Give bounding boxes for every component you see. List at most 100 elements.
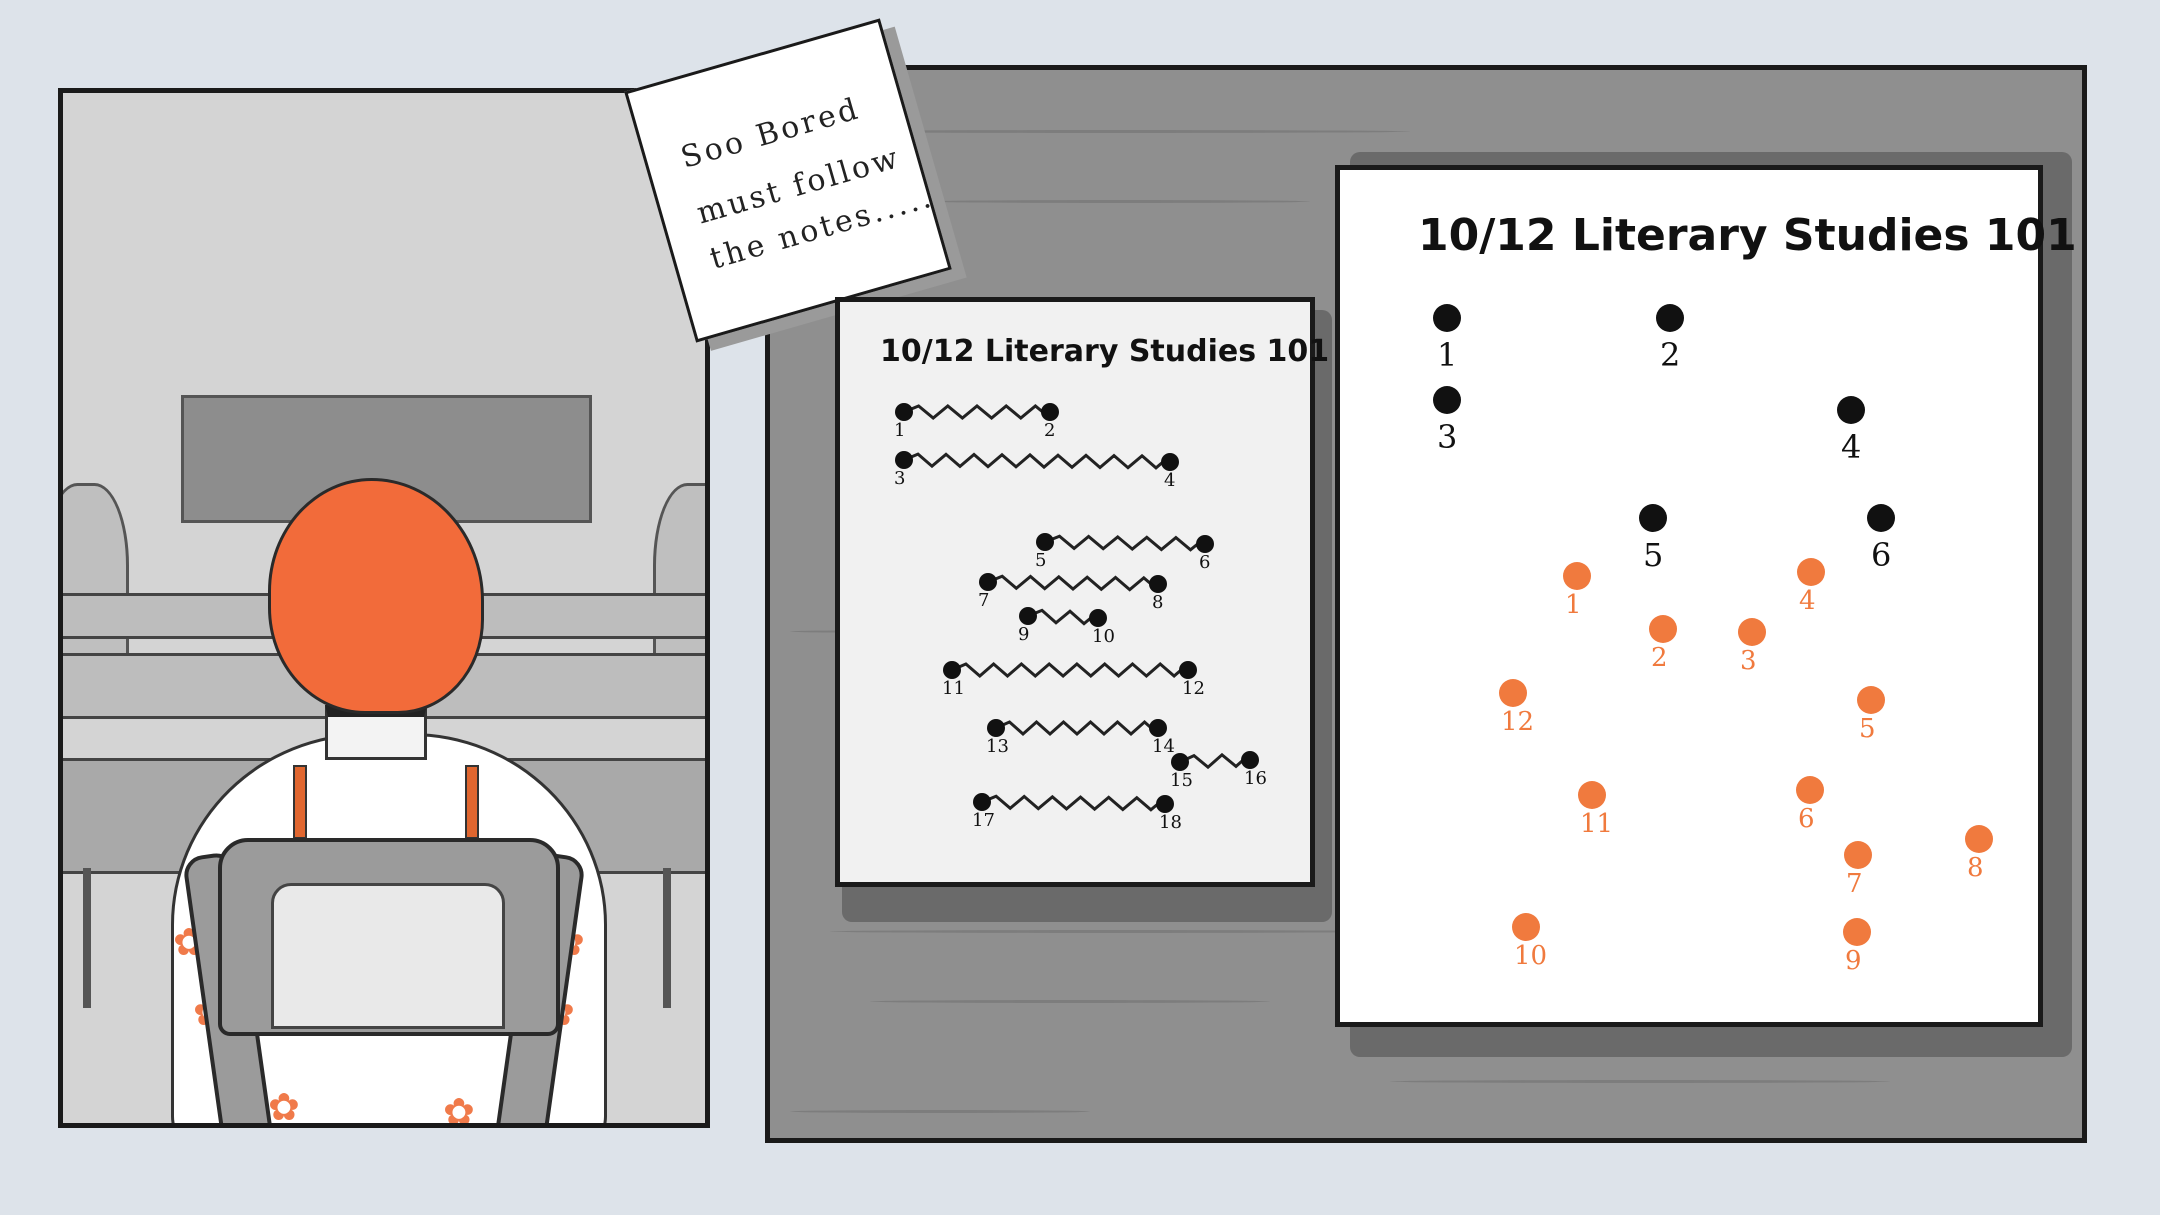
dot-number-label: 11 [942, 678, 965, 699]
dot-number-label: 8 [1967, 853, 1984, 883]
squiggle-connection [1027, 608, 1099, 626]
note-dot[interactable] [895, 403, 913, 421]
black-note-dot[interactable] [1433, 304, 1461, 332]
dot-number-label: 16 [1244, 768, 1267, 789]
orange-note-dot[interactable] [1857, 686, 1885, 714]
dot-number-label: 7 [978, 590, 990, 611]
note-dot[interactable] [987, 719, 1005, 737]
dot-number-label: 9 [1018, 624, 1030, 645]
dot-number-label: 12 [1182, 678, 1205, 699]
black-note-dot[interactable] [1867, 504, 1895, 532]
flower-icon: ✿ [268, 1085, 300, 1128]
dot-number-label: 6 [1798, 804, 1815, 834]
dot-number-label: 6 [1871, 536, 1892, 574]
dot-number-label: 5 [1859, 714, 1876, 744]
dot-number-label: 1 [1437, 336, 1458, 374]
dot-number-label: 2 [1044, 420, 1056, 441]
note-dot[interactable] [979, 573, 997, 591]
dot-number-label: 1 [1565, 590, 1582, 620]
orange-note-dot[interactable] [1512, 913, 1540, 941]
orange-note-dot[interactable] [1499, 679, 1527, 707]
dot-number-label: 15 [1170, 770, 1193, 791]
girl-neck-choker [325, 705, 427, 760]
note-dot[interactable] [943, 661, 961, 679]
squiggle-connection [995, 719, 1159, 737]
orange-note-dot[interactable] [1965, 825, 1993, 853]
wood-grain [810, 130, 1410, 133]
orange-note-dot[interactable] [1578, 781, 1606, 809]
big-notes-title: 10/12 Literary Studies 101 [1418, 210, 2077, 261]
note-dot[interactable] [1179, 661, 1197, 679]
girl-hair [268, 478, 484, 714]
dot-number-label: 5 [1643, 536, 1664, 574]
dot-number-label: 5 [1035, 550, 1047, 571]
classroom-panel: ✿ ✿ ✿ ✿ ✿ ✿ ✿ ✿ ✿ ✿ [58, 88, 710, 1128]
shirt-strap [465, 765, 479, 839]
squiggle-connection [987, 574, 1159, 592]
dot-number-label: 3 [1437, 418, 1458, 456]
squiggle-connection [1044, 534, 1206, 552]
orange-note-dot[interactable] [1843, 918, 1871, 946]
wood-grain [790, 1110, 1090, 1113]
note-dot[interactable] [1019, 607, 1037, 625]
dot-number-label: 3 [1740, 646, 1757, 676]
desk-leg [663, 868, 671, 1008]
note-dot[interactable] [1036, 533, 1054, 551]
black-note-dot[interactable] [1433, 386, 1461, 414]
dot-number-label: 2 [1660, 336, 1681, 374]
orange-note-dot[interactable] [1797, 558, 1825, 586]
orange-note-dot[interactable] [1796, 776, 1824, 804]
dot-number-label: 10 [1092, 626, 1115, 647]
dot-number-label: 14 [1152, 736, 1175, 757]
desk-leg [83, 868, 91, 1008]
dot-number-label: 3 [894, 468, 906, 489]
squiggle-connection [1179, 752, 1251, 770]
orange-note-dot[interactable] [1844, 841, 1872, 869]
black-note-dot[interactable] [1639, 504, 1667, 532]
note-dot[interactable] [1149, 575, 1167, 593]
note-dot[interactable] [1089, 609, 1107, 627]
squiggle-connection [903, 452, 1171, 470]
note-dot[interactable] [1241, 751, 1259, 769]
orange-note-dot[interactable] [1649, 615, 1677, 643]
black-note-dot[interactable] [1837, 396, 1865, 424]
black-note-dot[interactable] [1656, 304, 1684, 332]
dot-number-label: 7 [1846, 869, 1863, 899]
wood-grain [930, 200, 1310, 203]
note-dot[interactable] [1161, 453, 1179, 471]
note-dot[interactable] [1041, 403, 1059, 421]
note-dot[interactable] [1171, 753, 1189, 771]
dot-number-label: 1 [894, 420, 906, 441]
dot-number-label: 18 [1159, 812, 1182, 833]
squiggle-connection [981, 794, 1166, 812]
dot-number-label: 17 [972, 810, 995, 831]
note-dot[interactable] [895, 451, 913, 469]
dot-number-label: 4 [1799, 586, 1816, 616]
dot-number-label: 11 [1580, 809, 1614, 839]
dot-number-label: 4 [1164, 470, 1176, 491]
chair-backrest-opening [271, 883, 505, 1029]
dot-number-label: 2 [1651, 643, 1668, 673]
orange-note-dot[interactable] [1563, 562, 1591, 590]
note-dot[interactable] [1196, 535, 1214, 553]
shirt-strap [293, 765, 307, 839]
squiggle-connection [903, 404, 1051, 420]
note-dot[interactable] [1156, 795, 1174, 813]
note-dot[interactable] [973, 793, 991, 811]
dot-number-label: 6 [1199, 552, 1211, 573]
dot-number-label: 8 [1152, 592, 1164, 613]
note-dot[interactable] [1149, 719, 1167, 737]
wood-grain [870, 1000, 1270, 1003]
small-notes-paper[interactable]: 10/12 Literary Studies 101 1 2 3 4 5 6 7 8 9 10 11… [835, 297, 1329, 887]
dot-number-label: 10 [1514, 941, 1548, 971]
flower-icon: ✿ [443, 1090, 475, 1128]
wood-grain [1390, 1080, 1890, 1083]
dot-number-label: 13 [986, 736, 1009, 757]
dot-number-label: 12 [1501, 707, 1535, 737]
dot-number-label: 4 [1841, 428, 1862, 466]
small-notes-title: 10/12 Literary Studies 101 [880, 334, 1330, 369]
small-notes-connections [903, 404, 1251, 812]
orange-note-dot[interactable] [1738, 618, 1766, 646]
wood-grain [830, 930, 1390, 933]
